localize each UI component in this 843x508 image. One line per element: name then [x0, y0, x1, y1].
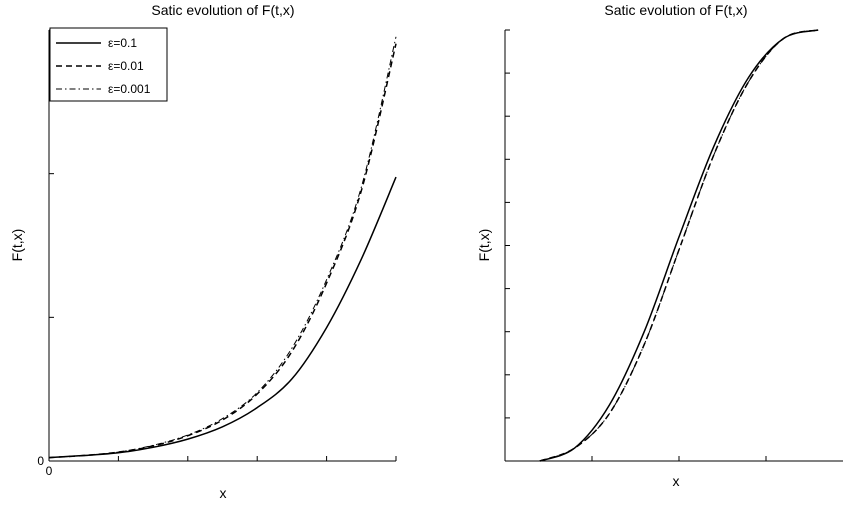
legend: ε=0.1 ε=0.01 ε=0.001 — [49, 27, 168, 102]
left-series-line-2 — [48, 43, 397, 459]
left-x-axis-label: x — [220, 485, 227, 501]
legend-label-series-3: ε=0.001 — [108, 82, 151, 96]
left-x-tick-label-0: 0 — [46, 464, 53, 478]
left-plot: Satic evolution of F(t,x) x F(t,x) 0 0 ε… — [9, 2, 397, 501]
right-series-lines — [539, 29, 819, 462]
legend-label-series-2: ε=0.01 — [108, 59, 144, 73]
right-series-line-3 — [539, 29, 819, 462]
left-series-lines — [48, 36, 397, 459]
left-y-tick-label-0: 0 — [37, 454, 44, 468]
left-y-axis-label: F(t,x) — [9, 229, 25, 262]
right-series-line-2 — [539, 29, 819, 462]
right-y-axis-label: F(t,x) — [476, 229, 492, 262]
left-series-line-1 — [48, 176, 397, 459]
right-x-axis-label: x — [673, 473, 680, 489]
right-plot: Satic evolution of F(t,x) x F(t,x) — [476, 2, 843, 489]
legend-label-series-1: ε=0.1 — [108, 36, 137, 50]
right-axes — [504, 29, 843, 462]
right-series-line-1 — [539, 29, 819, 462]
left-chart-title: Satic evolution of F(t,x) — [151, 2, 294, 18]
right-chart-title: Satic evolution of F(t,x) — [604, 2, 747, 18]
